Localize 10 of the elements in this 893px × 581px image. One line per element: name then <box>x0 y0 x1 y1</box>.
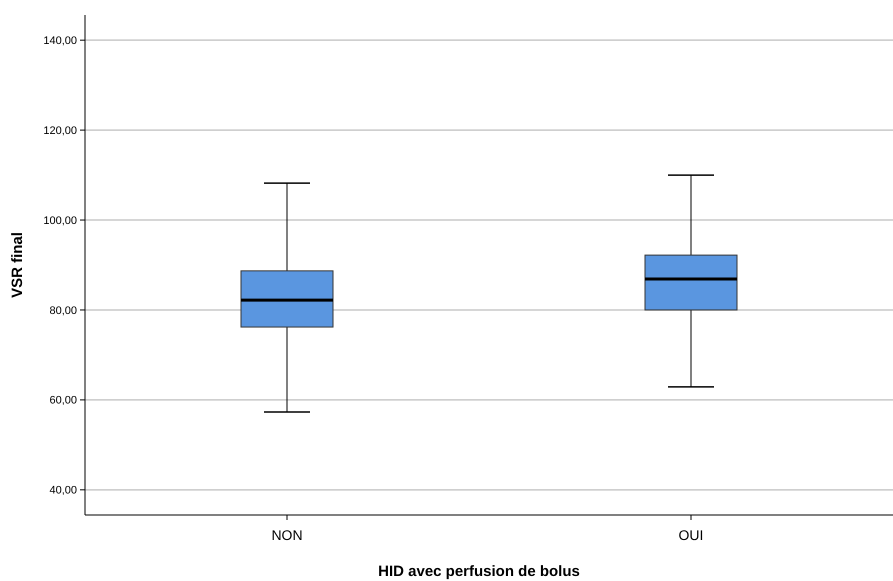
y-tick-label: 140,00 <box>43 35 77 48</box>
x-tick-label: NON <box>271 527 303 543</box>
x-tick-label: OUI <box>678 527 704 543</box>
y-tick-label: 60,00 <box>49 394 77 407</box>
x-axis-title: HID avec perfusion de bolus <box>378 563 580 580</box>
y-tick-label: 120,00 <box>43 124 77 137</box>
y-tick-label: 40,00 <box>49 484 77 497</box>
y-tick-label: 80,00 <box>49 304 77 317</box>
y-axis-title: VSR final <box>9 232 26 298</box>
y-tick-label: 100,00 <box>43 214 77 227</box>
